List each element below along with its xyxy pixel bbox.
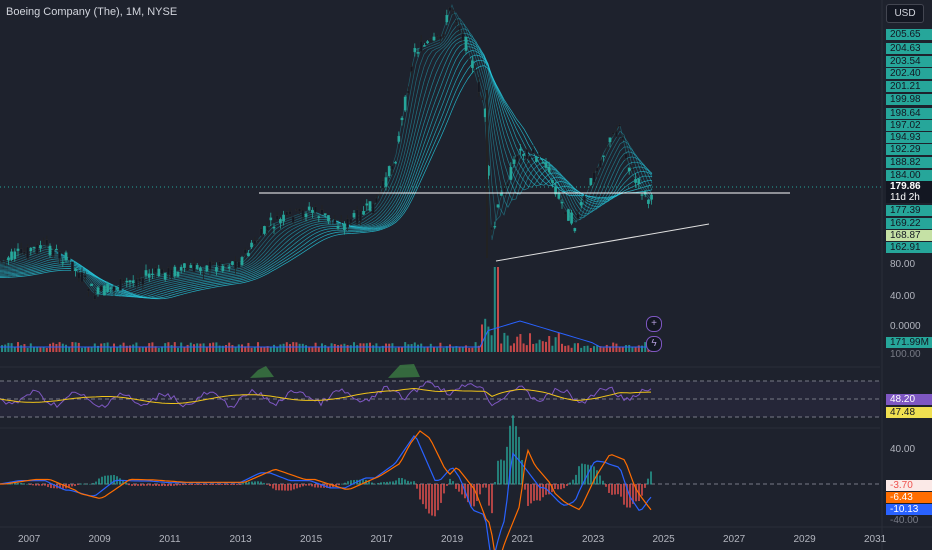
rsi-ma-line bbox=[0, 387, 651, 404]
year-label: 2025 bbox=[652, 534, 675, 545]
year-label: 2015 bbox=[300, 534, 323, 545]
axis-40: 40.00 bbox=[890, 291, 916, 302]
macd-signal-label: -6.43 bbox=[886, 492, 932, 503]
price-label: 11d 2h bbox=[886, 192, 932, 203]
year-label: 2011 bbox=[159, 534, 181, 545]
axis-0: 0.0000 bbox=[890, 321, 921, 332]
year-label: 2027 bbox=[723, 534, 746, 545]
price-label: 201.21 bbox=[886, 81, 932, 92]
year-label: 2023 bbox=[582, 534, 605, 545]
year-label: 2009 bbox=[88, 534, 111, 545]
macd-40-label: 40.00 bbox=[890, 444, 916, 455]
signal-line bbox=[0, 430, 652, 550]
currency-button[interactable]: USD bbox=[886, 4, 924, 23]
price-label: 192.29 bbox=[886, 144, 932, 155]
volume-bars bbox=[0, 267, 653, 352]
price-label: 179.86 bbox=[886, 181, 932, 192]
price-label: 162.91 bbox=[886, 242, 932, 253]
plus-icon[interactable]: + bbox=[646, 316, 662, 332]
rsi-value-label: 48.20 bbox=[886, 394, 932, 405]
price-label: 202.40 bbox=[886, 68, 932, 79]
price-label: 177.39 bbox=[886, 205, 932, 216]
price-label: 188.82 bbox=[886, 157, 932, 168]
price-label: 194.93 bbox=[886, 132, 932, 143]
year-label: 2029 bbox=[793, 534, 816, 545]
price-label: 184.00 bbox=[886, 170, 932, 181]
price-candles bbox=[0, 6, 653, 301]
macd-line bbox=[0, 435, 652, 550]
year-label: 2017 bbox=[370, 534, 393, 545]
macd-histogram bbox=[0, 415, 652, 517]
year-label: 2019 bbox=[441, 534, 464, 545]
year-label: 2007 bbox=[18, 534, 41, 545]
price-label: 203.54 bbox=[886, 56, 932, 67]
macd-bottom-label: -40.00 bbox=[890, 515, 919, 526]
chart-title: Boeing Company (The), 1M, NYSE bbox=[6, 6, 178, 18]
year-label: 2013 bbox=[229, 534, 252, 545]
rsi-ma-label: 47.48 bbox=[886, 407, 932, 418]
price-label: 169.22 bbox=[886, 218, 932, 229]
price-label: 198.64 bbox=[886, 108, 932, 119]
year-label: 2031 bbox=[864, 534, 887, 545]
macd-line-label: -10.13 bbox=[886, 504, 932, 515]
price-label: 197.02 bbox=[886, 120, 932, 131]
lightning-icon[interactable]: ϟ bbox=[646, 336, 662, 352]
price-label: 199.98 bbox=[886, 94, 932, 105]
trend-line[interactable] bbox=[495, 223, 710, 262]
price-label: 205.65 bbox=[886, 29, 932, 40]
macd-hist-label: -3.70 bbox=[886, 480, 932, 491]
year-label: 2021 bbox=[511, 534, 534, 545]
price-label: 168.87 bbox=[886, 230, 932, 241]
rsi-top-label: 100.00 bbox=[890, 349, 921, 360]
ma-ribbon bbox=[0, 3, 653, 300]
price-label: 204.63 bbox=[886, 43, 932, 54]
axis-80: 80.00 bbox=[890, 259, 916, 270]
volume-value-label: 171.99M bbox=[886, 337, 932, 348]
